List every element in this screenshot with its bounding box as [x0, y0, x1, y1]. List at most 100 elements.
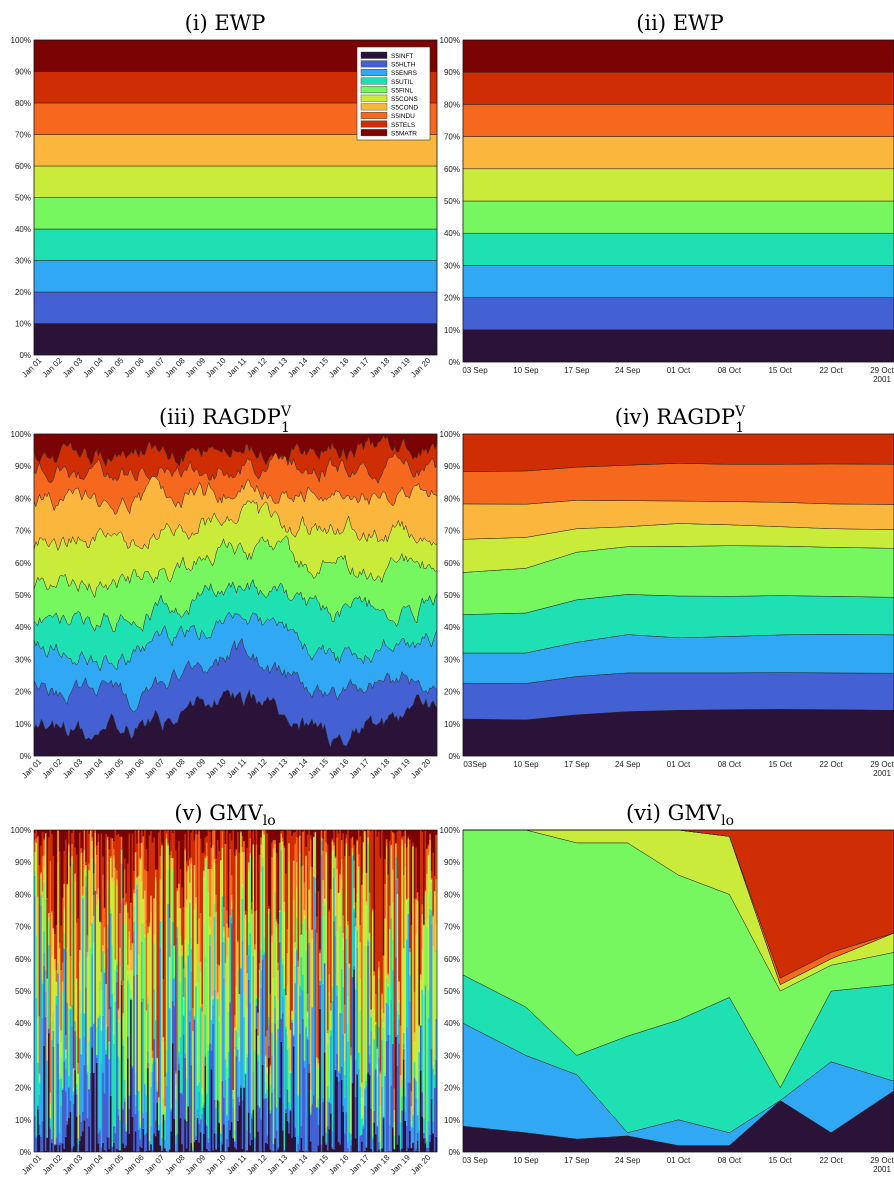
area-s5cons: [74, 881, 77, 1022]
area-s5inft: [282, 1130, 284, 1152]
area-s5hlth: [337, 1081, 340, 1143]
area-s5util: [306, 1036, 309, 1040]
area-s5util: [75, 1083, 78, 1090]
area-s5finl: [134, 1072, 137, 1095]
area-s5inft: [274, 1138, 277, 1152]
area-s5inft: [268, 1057, 270, 1152]
area-s5finl: [237, 970, 239, 1050]
area-s5matr: [179, 830, 182, 870]
area-s5util: [122, 1045, 125, 1108]
area-s5hlth: [131, 1068, 134, 1117]
area-s5util: [280, 850, 283, 1019]
area-s5indu: [189, 859, 191, 883]
area-s5enrs: [173, 978, 176, 1006]
area-s5tels: [158, 832, 160, 1097]
area-s5matr: [291, 830, 294, 836]
area-s5indu: [65, 1035, 67, 1050]
area-s5inft: [336, 1076, 339, 1152]
area-s5inft: [179, 1118, 182, 1152]
area-s5cons: [237, 964, 239, 971]
area-s5cond: [378, 967, 381, 971]
area-s5finl: [299, 862, 301, 986]
area-s5cond: [184, 850, 187, 940]
area-s5finl: [192, 1147, 195, 1150]
area-s5util: [334, 916, 337, 937]
area-s5cond: [237, 942, 239, 965]
area-s5finl: [244, 1072, 247, 1074]
area-s5cond: [419, 974, 422, 981]
area-s5inft: [65, 1136, 67, 1152]
area-s5indu: [86, 935, 89, 952]
area-s5hlth: [33, 291, 438, 324]
area-s5enrs: [334, 936, 337, 1070]
area-s5enrs: [364, 1088, 367, 1106]
x-tick-label: Jan 15: [307, 757, 331, 781]
area-s5enrs: [158, 1129, 160, 1131]
area-s5hlth: [340, 1066, 343, 1080]
area-s5enrs: [249, 1003, 252, 1133]
area-s5indu: [407, 838, 410, 840]
area-s5finl: [322, 917, 325, 984]
area-s5hlth: [255, 1006, 258, 1029]
area-s5enrs: [99, 1128, 102, 1132]
area-s5enrs: [435, 1018, 438, 1060]
area-s5inft: [193, 1142, 196, 1152]
area-s5finl: [283, 987, 286, 989]
plot-frame: [33, 829, 438, 1153]
area-s5util: [305, 1026, 308, 1029]
area-s5indu: [111, 838, 114, 878]
area-s5finl: [78, 990, 81, 1038]
area-s5util: [201, 1107, 204, 1114]
area-s5inft: [404, 1120, 407, 1152]
area-s5hlth: [78, 1115, 81, 1141]
area-s5enrs: [182, 1015, 185, 1035]
area-s5hlth: [402, 1048, 405, 1060]
area-s5util: [113, 1044, 115, 1127]
area-s5cons: [63, 908, 66, 934]
area-s5cond: [181, 945, 184, 954]
x-tick-label: 08 Oct: [718, 760, 742, 769]
plot-frame: [33, 433, 438, 757]
area-s5hlth: [179, 1092, 182, 1119]
area-s5inft: [159, 1145, 162, 1152]
area-s5tels: [251, 901, 253, 910]
area-s5inft: [170, 1131, 173, 1152]
area-s5cond: [72, 1068, 75, 1088]
area-s5hlth: [286, 1089, 289, 1122]
area-s5hlth: [103, 1093, 106, 1150]
area-s5enrs: [86, 1074, 89, 1118]
area-s5util: [140, 941, 143, 1000]
area-s5util: [233, 1140, 236, 1142]
area-s5finl: [371, 1122, 374, 1137]
area-s5enrs: [192, 1150, 195, 1152]
area-s5matr: [131, 830, 134, 834]
x-tick-label: Jan 06: [122, 356, 146, 380]
area-s5matr: [423, 830, 425, 925]
area-s5hlth: [305, 1150, 308, 1152]
y-tick-label: 30%: [15, 257, 31, 266]
area-s5tels: [292, 832, 295, 861]
area-s5cond: [423, 925, 425, 926]
area-s5cond: [153, 898, 156, 936]
area-s5cons: [291, 1012, 294, 1019]
area-s5finl: [142, 923, 145, 999]
area-s5matr: [187, 830, 190, 831]
area-s5util: [134, 1094, 137, 1106]
area-s5matr: [344, 830, 346, 857]
area-s5matr: [399, 830, 402, 831]
area-s5cons: [345, 844, 348, 926]
area-s5matr: [350, 830, 353, 839]
area-s5cond: [226, 923, 229, 957]
y-tick-label: 10%: [444, 1116, 460, 1125]
area-s5inft: [37, 1109, 40, 1152]
area-s5cons: [150, 912, 153, 1072]
area-s5indu: [272, 840, 275, 849]
area-s5hlth: [218, 1122, 221, 1124]
area-s5finl: [381, 1018, 384, 1041]
area-s5enrs: [255, 1004, 258, 1007]
area-s5cond: [145, 1010, 148, 1013]
area-s5finl: [171, 870, 174, 922]
area-s5util: [278, 911, 281, 943]
area-s5finl: [344, 1060, 346, 1076]
y-tick-label: 60%: [15, 162, 31, 171]
